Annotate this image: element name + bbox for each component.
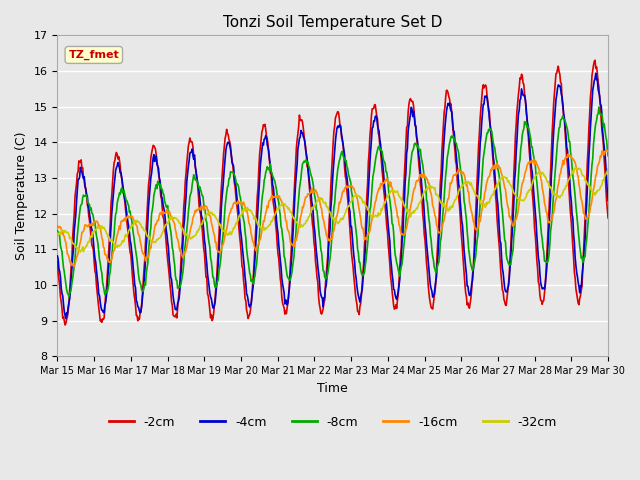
Text: TZ_fmet: TZ_fmet	[68, 50, 119, 60]
Legend: -2cm, -4cm, -8cm, -16cm, -32cm: -2cm, -4cm, -8cm, -16cm, -32cm	[104, 411, 562, 434]
X-axis label: Time: Time	[317, 382, 348, 395]
Title: Tonzi Soil Temperature Set D: Tonzi Soil Temperature Set D	[223, 15, 442, 30]
Y-axis label: Soil Temperature (C): Soil Temperature (C)	[15, 132, 28, 260]
